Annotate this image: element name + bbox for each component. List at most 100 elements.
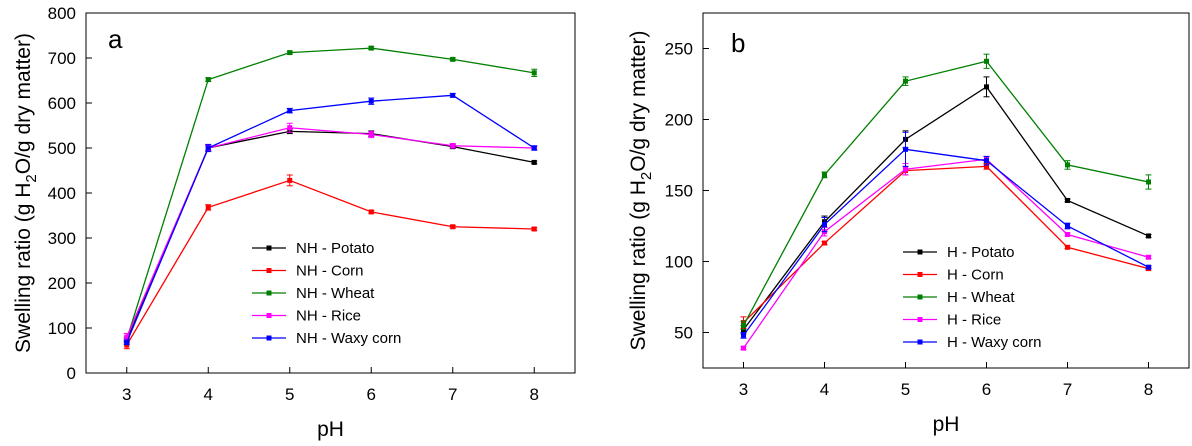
legend-entry: NH - Corn (252, 263, 364, 280)
x-tick-label: 3 (122, 385, 131, 404)
legend-swatch-marker (917, 294, 923, 300)
series-line (126, 179, 535, 346)
legend-entry: NH - Wheat (252, 285, 375, 302)
data-point (903, 78, 908, 84)
chart-panel-a: 0 100 200 300 400 500 600 700 800 3 4 5 6 7 8 pH Swellin… (12, 4, 576, 441)
series-4 (740, 131, 1152, 339)
data-point (368, 45, 374, 51)
legend-entry: H - Waxy corn (903, 334, 1041, 351)
legend-label: H - Waxy corn (947, 334, 1041, 351)
x-tick-label: 7 (448, 385, 457, 404)
x-axis-label: pH (933, 413, 960, 436)
data-point (984, 84, 989, 90)
legend-label: H - Potato (947, 244, 1015, 261)
series-line (742, 85, 1149, 331)
data-point (741, 345, 746, 351)
legend-label: H - Wheat (947, 289, 1015, 306)
data-point (124, 334, 130, 340)
data-point (205, 77, 211, 83)
legend-label: NH - Rice (296, 308, 361, 325)
y-tick-label: 50 (674, 324, 693, 343)
legend-swatch-marker (266, 245, 272, 251)
series-line (742, 158, 1149, 349)
data-point (450, 56, 456, 62)
x-tick-label: 4 (204, 385, 213, 404)
data-point (1065, 162, 1070, 168)
data-point (124, 339, 130, 345)
legend-entry: NH - Potato (252, 240, 374, 257)
data-point (1065, 197, 1070, 203)
data-point (1065, 232, 1070, 238)
legend-swatch-marker (266, 335, 272, 341)
data-point (1065, 223, 1070, 229)
y-tick-label: 250 (665, 40, 693, 59)
data-point (531, 159, 537, 165)
data-point (205, 204, 211, 210)
legend-entry: H - Rice (903, 312, 1001, 329)
data-point (450, 143, 456, 149)
series-2 (123, 45, 538, 342)
data-point (287, 50, 293, 56)
series-line (126, 47, 535, 340)
panel-label: b (731, 28, 745, 58)
data-point (450, 92, 456, 98)
y-axis-label: Swelling ratio (g H2O/g dry matter) (627, 31, 655, 351)
data-point (1146, 254, 1151, 260)
series-line (743, 165, 1149, 324)
legend-entry: NH - Rice (252, 308, 361, 325)
data-point (741, 322, 746, 328)
series-line (742, 148, 1149, 336)
series-1 (123, 174, 538, 350)
series-3 (740, 155, 1152, 351)
data-point (1065, 244, 1070, 250)
legend-entry: NH - Waxy corn (252, 330, 401, 347)
x-tick-label: 6 (982, 380, 991, 399)
y-tick-label: 800 (48, 4, 76, 23)
series-2 (740, 53, 1152, 331)
data-point (287, 125, 293, 131)
x-tick-label: 4 (820, 380, 829, 399)
legend-label: NH - Potato (296, 240, 374, 257)
data-point (368, 98, 374, 104)
data-point (741, 332, 746, 338)
x-tick-label: 5 (285, 385, 294, 404)
x-tick-label: 3 (739, 380, 748, 399)
x-axis-label: pH (317, 418, 344, 441)
y-tick-label: 150 (665, 182, 693, 201)
legend-swatch-marker (917, 317, 923, 322)
legend-entry: H - Potato (903, 244, 1015, 261)
legend-swatch-marker (266, 290, 272, 296)
series-line (126, 94, 535, 343)
x-tick-label: 8 (530, 385, 539, 404)
data-point (1146, 233, 1151, 239)
data-point (287, 177, 293, 183)
data-point (531, 226, 537, 232)
series-0 (740, 76, 1152, 335)
series-4 (123, 92, 538, 346)
data-point (368, 209, 374, 215)
x-tick-label: 5 (901, 380, 910, 399)
y-tick-label: 100 (48, 319, 76, 338)
data-point (531, 145, 537, 151)
y-tick-label: 700 (48, 49, 76, 68)
data-point (205, 145, 211, 151)
legend-label: H - Rice (947, 312, 1001, 329)
legend-label: NH - Wheat (296, 285, 375, 302)
y-tick-label: 400 (48, 184, 76, 203)
legend-entry: H - Corn (903, 267, 1004, 284)
data-point (984, 158, 989, 164)
y-tick-label: 100 (665, 253, 693, 272)
y-axis-label: Swelling ratio (g H2O/g dry matter) (12, 33, 40, 353)
legend-swatch-marker (917, 339, 923, 345)
chart-panel-b: 50 100 150 200 250 3 4 5 6 7 8 pH Swelling ratio (g … (627, 12, 1190, 436)
legend-swatch-marker (917, 272, 923, 277)
y-tick-label: 300 (48, 229, 76, 248)
legend-label: NH - Corn (296, 263, 364, 280)
data-point (822, 240, 827, 246)
data-point (984, 163, 989, 169)
y-tick-label: 200 (48, 274, 76, 293)
data-point (1146, 179, 1151, 185)
panel-label: a (108, 24, 123, 54)
series-1 (740, 163, 1152, 329)
